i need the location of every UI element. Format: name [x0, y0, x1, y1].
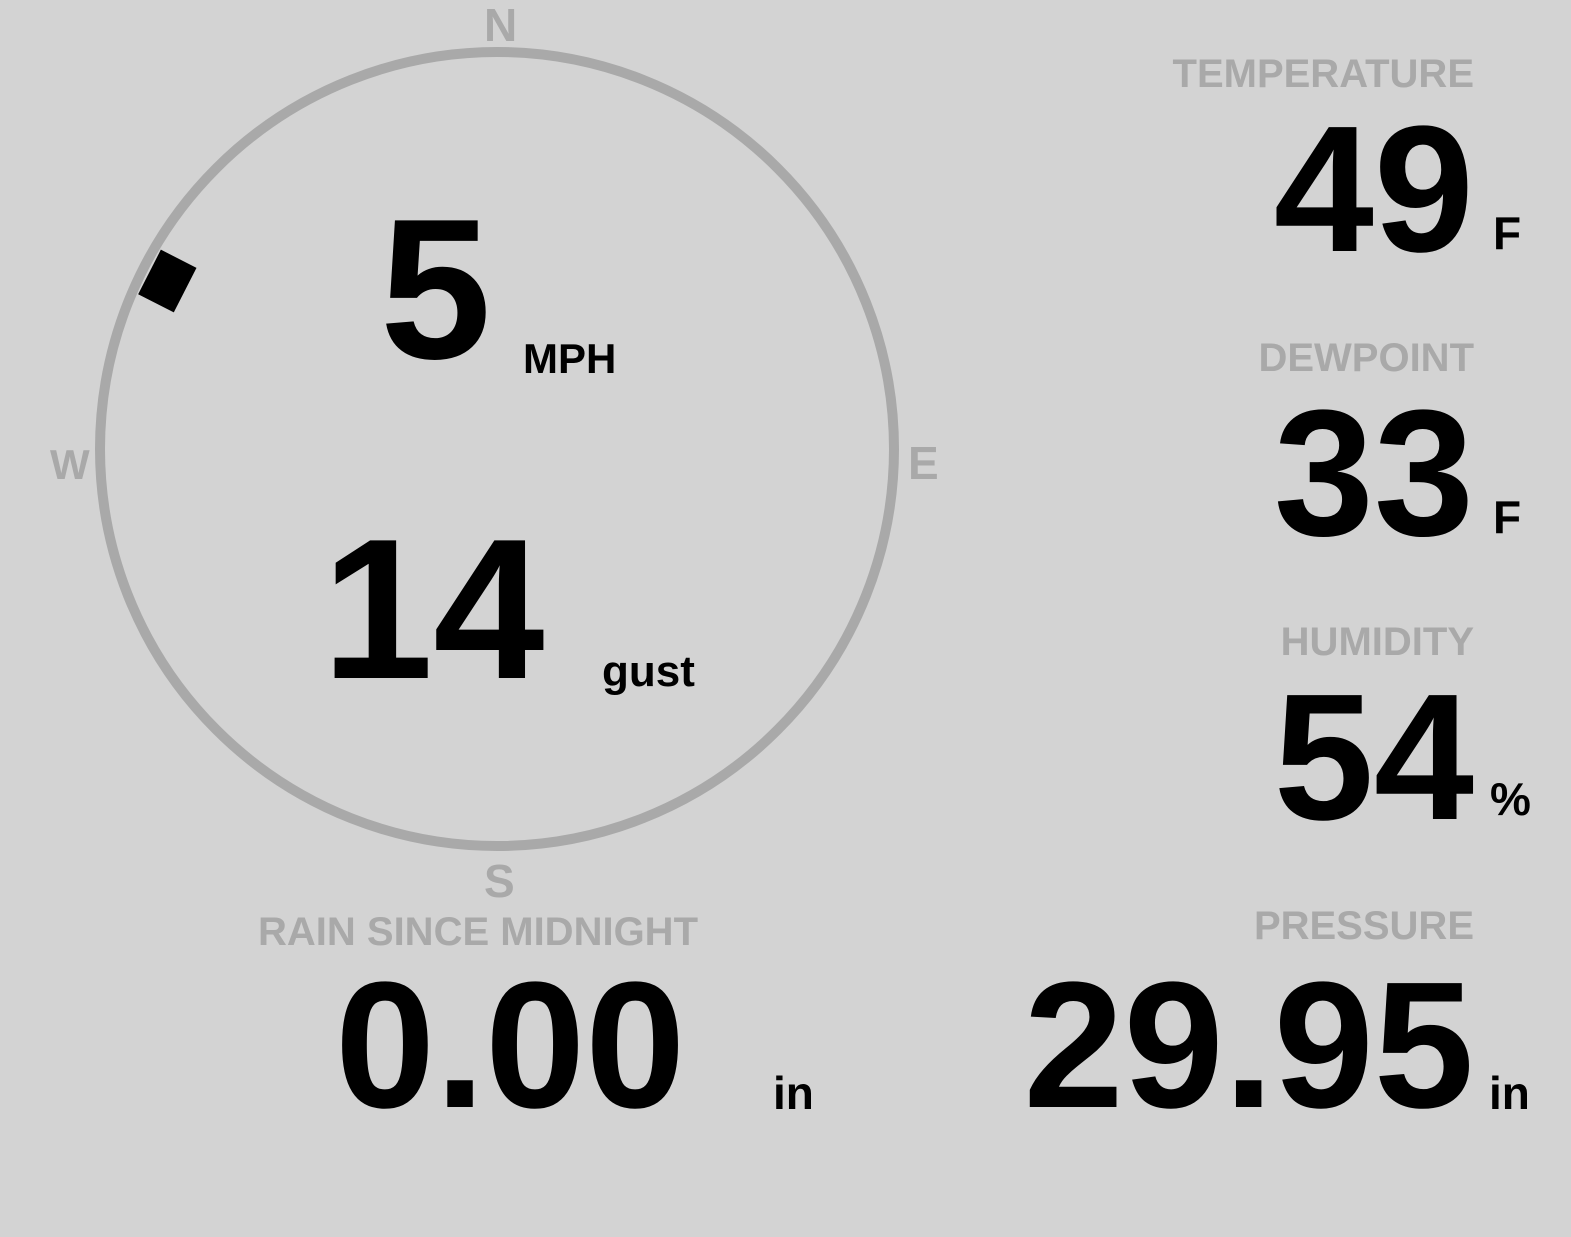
compass-ring [95, 47, 899, 851]
rain-label: RAIN SINCE MIDNIGHT [258, 910, 698, 954]
humidity-label: HUMIDITY [1280, 620, 1474, 664]
wind-speed-unit: MPH [523, 335, 617, 382]
pressure-unit: in [1489, 1067, 1530, 1119]
dewpoint-value: 33 [1273, 373, 1474, 574]
humidity-unit: % [1490, 773, 1531, 825]
compass-north: N [484, 0, 518, 51]
wind-gust-unit: gust [602, 647, 695, 696]
wind-gust-value: 14 [322, 498, 545, 721]
rain-value: 0.00 [335, 945, 686, 1146]
humidity-value: 54 [1273, 657, 1474, 858]
pressure-label: PRESSURE [1253, 904, 1474, 948]
temperature-unit: F [1493, 207, 1522, 259]
compass-west: W [50, 441, 90, 488]
wind-direction-marker [138, 249, 197, 313]
rain-unit: in [773, 1067, 814, 1119]
dewpoint-label: DEWPOINT [1258, 336, 1474, 380]
temperature-value: 49 [1273, 89, 1474, 290]
wind-speed-value: 5 [380, 178, 492, 401]
pressure-value: 29.95 [1023, 945, 1474, 1146]
compass-south: S [484, 855, 515, 907]
compass-east: E [908, 437, 939, 489]
dewpoint-unit: F [1493, 491, 1522, 543]
temperature-label: TEMPERATURE [1172, 52, 1474, 96]
